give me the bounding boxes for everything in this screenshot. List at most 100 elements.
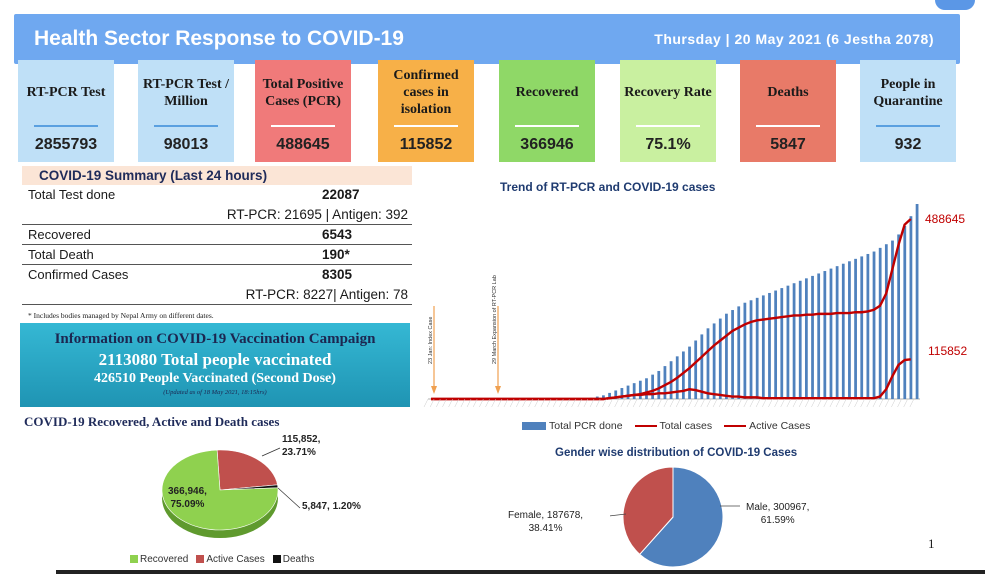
- x-tick: [436, 398, 441, 408]
- x-tick: [528, 398, 533, 408]
- pcr-bar: [700, 334, 704, 399]
- legend-deaths: Deaths: [272, 554, 315, 565]
- x-tick: [835, 398, 841, 408]
- pcr-bar: [694, 340, 698, 399]
- x-tick: [823, 398, 828, 408]
- active-cases-end-label: 115852: [928, 344, 967, 358]
- pcr-bar: [915, 204, 919, 399]
- stat-tile-divider: [154, 125, 218, 127]
- pcr-bar: [786, 285, 790, 399]
- gender-pie-chart: [610, 466, 740, 568]
- pie-label-active: 115,852, 23.71%: [282, 434, 321, 458]
- legend-pcr: Total PCR done: [522, 420, 623, 432]
- page-number: 1: [928, 536, 935, 551]
- summary-confirmed-breakdown: RT-PCR: 8227| Antigen: 78: [22, 285, 412, 305]
- x-tick: [891, 398, 896, 408]
- gender-chart-title: Gender wise distribution of COVID-19 Cas…: [555, 447, 798, 459]
- vaccination-updated: (Updated as of 18 May 2021, 18:15hrs): [163, 389, 267, 396]
- x-tick: [466, 398, 472, 408]
- stat-tile-label: People in Quarantine: [873, 76, 943, 109]
- x-tick: [620, 398, 626, 408]
- stat-tile-label: Recovered: [515, 85, 579, 100]
- legend-active: Active Cases: [196, 554, 265, 565]
- x-tick: [595, 398, 601, 408]
- x-tick: [516, 398, 521, 408]
- summary-label: Recovered: [28, 227, 91, 242]
- stat-tile-divider: [34, 125, 98, 127]
- x-tick: [485, 398, 490, 408]
- pcr-bar: [602, 395, 605, 399]
- stat-tile: Recovery Rate 75.1%: [620, 60, 716, 162]
- legend-label: Deaths: [282, 554, 315, 565]
- legend-active-cases: Active Cases: [724, 420, 810, 432]
- x-tick: [712, 398, 718, 408]
- legend-label: Recovered: [140, 554, 189, 565]
- x-tick: [848, 398, 853, 408]
- stat-tile-value: 2855793: [34, 135, 98, 153]
- x-tick: [589, 398, 595, 408]
- pcr-bar: [608, 392, 611, 399]
- x-tick: [725, 398, 730, 408]
- stat-tile: Confirmed cases in isolation 115852: [378, 60, 474, 162]
- vaccination-banner: Information on COVID-19 Vaccination Camp…: [20, 323, 410, 407]
- stat-tile-label: RT-PCR Test / Million: [142, 76, 230, 109]
- x-tick: [534, 398, 539, 408]
- pcr-bar: [866, 253, 870, 399]
- stat-tile-divider: [756, 125, 820, 127]
- pcr-bar: [804, 278, 808, 399]
- summary-footnote: * Includes bodies managed by Nepal Army …: [28, 311, 214, 320]
- pcr-bar: [841, 263, 845, 399]
- stat-tile-value: 366946: [520, 135, 574, 153]
- pcr-bar: [718, 318, 722, 399]
- stat-tile-label: RT-PCR Test: [26, 85, 106, 100]
- x-tick: [841, 398, 847, 408]
- summary-label: Total Test done: [28, 187, 116, 202]
- pcr-bar: [626, 385, 630, 399]
- x-tick: [805, 398, 810, 408]
- x-tick: [700, 398, 705, 408]
- pcr-bar: [657, 370, 661, 399]
- x-tick: [762, 398, 767, 408]
- legend-swatch: [724, 425, 747, 428]
- pcr-bar: [638, 380, 642, 399]
- x-tick: [669, 398, 675, 408]
- x-tick: [663, 398, 669, 408]
- stat-tile-value: 75.1%: [645, 135, 691, 153]
- pie-slice-recovered: [161, 449, 279, 531]
- x-tick: [559, 398, 564, 408]
- pcr-bar: [878, 247, 882, 399]
- stat-tile-value: 115852: [399, 135, 453, 153]
- x-tick: [479, 398, 484, 408]
- x-tick: [651, 398, 656, 408]
- pcr-bar: [614, 390, 618, 399]
- pcr-bar: [688, 346, 691, 399]
- legend-swatch: [196, 555, 205, 564]
- x-tick: [731, 398, 736, 408]
- x-tick: [454, 398, 459, 408]
- x-tick: [639, 398, 644, 408]
- x-tick: [460, 398, 466, 408]
- pcr-bar: [743, 302, 747, 399]
- x-tick: [577, 398, 582, 408]
- x-tick: [860, 398, 865, 408]
- annotation-pcr-lab-arrowhead: [495, 386, 501, 394]
- x-tick: [626, 398, 632, 408]
- pcr-bar: [792, 283, 796, 399]
- x-tick: [786, 398, 792, 408]
- pcr-bar: [645, 378, 648, 399]
- x-tick: [657, 398, 662, 408]
- x-tick: [602, 398, 607, 408]
- annotation-pcr-lab: 29 March Expansion of RT-PCR Lab: [492, 275, 498, 364]
- x-tick: [909, 398, 915, 408]
- trend-legend: Total PCR done Total cases Active Cases: [522, 420, 810, 432]
- page-title: Health Sector Response to COVID-19: [34, 27, 404, 50]
- legend-swatch: [130, 555, 138, 564]
- stat-tile: People in Quarantine 932: [860, 60, 956, 162]
- x-tick: [768, 398, 773, 408]
- stat-tiles: RT-PCR Test 2855793 RT-PCR Test / Million 9…: [0, 60, 985, 165]
- x-tick: [509, 398, 515, 408]
- gender-label-male: Male, 300967, 61.59%: [746, 502, 810, 526]
- x-tick: [688, 398, 693, 408]
- x-tick: [583, 398, 589, 408]
- pcr-bar: [897, 234, 901, 399]
